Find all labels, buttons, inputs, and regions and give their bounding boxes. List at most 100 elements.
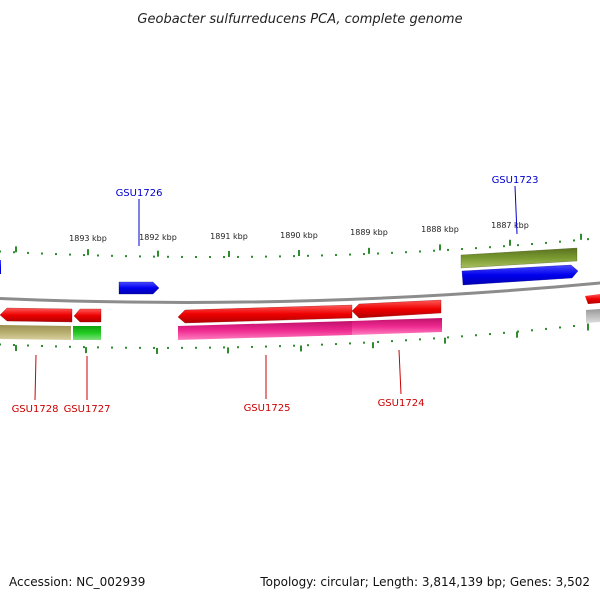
tick-labels: 1893 kbp 1892 kbp 1891 kbp 1890 kbp 1889… <box>69 221 529 243</box>
track-dot <box>251 345 253 348</box>
track-dot <box>461 335 463 338</box>
gene-feature-pink-b <box>352 318 442 335</box>
track-dot <box>265 255 267 258</box>
track-dot <box>447 248 449 251</box>
track-dot <box>27 251 29 254</box>
track-dot <box>545 327 547 330</box>
gene-feature-gsu1727 <box>73 308 102 323</box>
track-dot <box>0 250 1 253</box>
forward-genes <box>0 247 600 304</box>
track-dot <box>433 337 435 340</box>
track-dot <box>545 241 547 244</box>
reverse-genes <box>0 299 600 340</box>
track-dot <box>139 346 141 349</box>
track-dot <box>195 346 197 349</box>
gene-feature-olive <box>460 247 578 269</box>
track-dot <box>391 251 393 254</box>
gene-feature <box>585 294 600 304</box>
track-dot <box>125 346 127 349</box>
track-dot <box>181 255 183 258</box>
track-dot <box>363 253 365 256</box>
genome-title: Geobacter sulfurreducens PCA, complete g… <box>137 12 462 27</box>
track-dot <box>447 336 449 339</box>
track-dot <box>167 255 169 258</box>
track-dot <box>41 252 43 255</box>
track-dot <box>377 252 379 255</box>
gene-label-gsu1728: GSU1728 <box>12 404 59 415</box>
track-dot <box>517 244 519 247</box>
tick-label: 1888 kbp <box>421 225 459 234</box>
track-dot <box>433 249 435 252</box>
track-dot <box>321 343 323 346</box>
genome-backbone <box>0 281 600 304</box>
track-dot <box>223 346 225 349</box>
track-dot <box>307 254 309 257</box>
track-dot <box>531 329 533 332</box>
track-dot <box>223 255 225 258</box>
track-dot <box>251 255 253 258</box>
track-dot <box>573 239 575 242</box>
tick-label: 1891 kbp <box>210 232 248 241</box>
track-dot <box>69 253 71 256</box>
track-dot <box>531 243 533 246</box>
track-dot <box>27 344 29 347</box>
track-dot <box>97 254 99 257</box>
track-dot <box>69 345 71 348</box>
track-dot <box>475 334 477 337</box>
track-dot <box>209 256 211 259</box>
track-dot <box>405 339 407 342</box>
track-dot <box>405 251 407 254</box>
outer-tick-track <box>0 233 589 259</box>
track-dot <box>237 346 239 349</box>
track-dot <box>349 253 351 256</box>
track-dot <box>489 333 491 336</box>
leader-lines <box>34 185 518 401</box>
track-dot <box>181 346 183 349</box>
track-dot <box>153 255 155 258</box>
gene-feature-gsu1728 <box>0 307 73 323</box>
track-dot <box>489 246 491 249</box>
gene-label-gsu1724: GSU1724 <box>378 398 425 409</box>
track-dot <box>461 248 463 251</box>
track-dot <box>503 245 505 248</box>
gene-feature-gray <box>586 309 600 323</box>
track-dot <box>307 344 309 347</box>
track-dot <box>83 346 85 349</box>
track-dot <box>363 341 365 344</box>
track-dot <box>13 251 15 254</box>
track-dot <box>419 338 421 341</box>
tick-label: 1893 kbp <box>69 234 107 243</box>
track-dot <box>195 255 197 258</box>
track-dot <box>335 343 337 346</box>
track-dot <box>111 346 113 349</box>
track-dot <box>293 344 295 347</box>
track-dot <box>573 325 575 328</box>
track-dot <box>349 342 351 345</box>
track-dot <box>265 345 267 348</box>
inner-tick-track <box>0 323 589 354</box>
track-dot <box>97 346 99 349</box>
track-dot <box>377 340 379 343</box>
gene-feature-green <box>73 326 101 340</box>
gene-feature <box>0 260 1 274</box>
track-dot <box>419 250 421 253</box>
track-dot <box>587 238 589 241</box>
track-dot <box>13 344 15 347</box>
gene-feature-gsu1725 <box>177 304 353 324</box>
track-dot <box>335 254 337 257</box>
gene-label-gsu1723: GSU1723 <box>492 175 539 186</box>
gene-label-gsu1727: GSU1727 <box>64 404 111 415</box>
track-dot <box>279 345 281 348</box>
track-dot <box>209 346 211 349</box>
tick-label: 1892 kbp <box>139 233 177 242</box>
accession-text: Accession: NC_002939 <box>9 575 145 589</box>
gene-feature-gsu1723 <box>461 264 579 286</box>
tick-label: 1889 kbp <box>350 228 388 237</box>
track-dot <box>83 254 85 257</box>
track-dot <box>167 346 169 349</box>
gene-feature-pink-a <box>178 321 352 340</box>
tick-label: 1887 kbp <box>491 221 529 230</box>
track-dot <box>517 330 519 333</box>
track-dot <box>237 255 239 258</box>
track-dot <box>0 343 1 346</box>
